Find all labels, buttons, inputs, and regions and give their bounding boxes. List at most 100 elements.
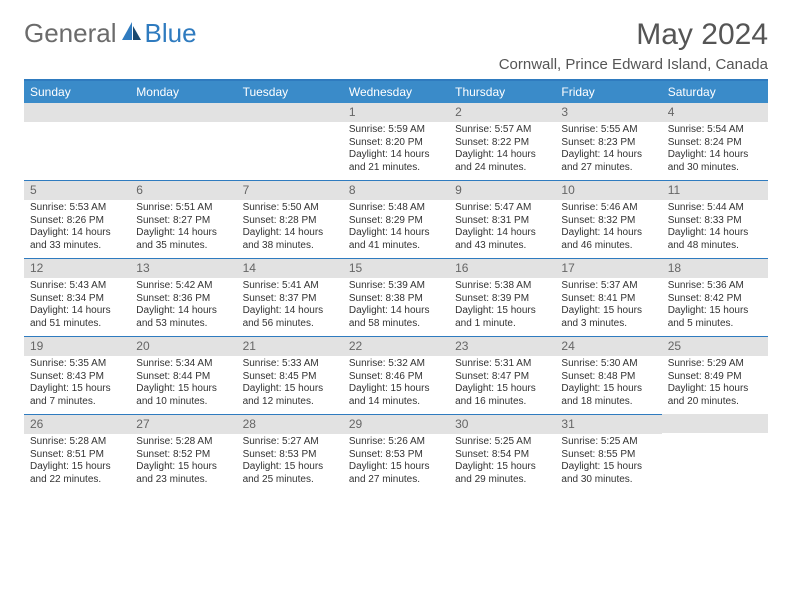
day-line: and 33 minutes. [30,240,124,253]
day-line: Sunset: 8:48 PM [561,371,655,384]
day-line: Sunset: 8:36 PM [136,293,230,306]
day-line: Sunset: 8:39 PM [455,293,549,306]
day-data: Sunrise: 5:26 AMSunset: 8:53 PMDaylight:… [343,434,449,492]
calendar-day: 31Sunrise: 5:25 AMSunset: 8:55 PMDayligh… [555,414,661,492]
calendar-row: 19Sunrise: 5:35 AMSunset: 8:43 PMDayligh… [24,336,768,414]
day-number: 19 [24,336,130,356]
calendar-empty [237,103,343,180]
calendar-empty [24,103,130,180]
day-line: Sunset: 8:20 PM [349,137,443,150]
weekday-header: Monday [130,80,236,103]
day-line: and 3 minutes. [561,318,655,331]
day-line: and 12 minutes. [243,396,337,409]
day-line: Daylight: 15 hours [668,383,762,396]
day-line: Sunset: 8:41 PM [561,293,655,306]
day-line: Daylight: 15 hours [561,305,655,318]
calendar-table: SundayMondayTuesdayWednesdayThursdayFrid… [24,79,768,492]
day-number: 8 [343,180,449,200]
day-line: Sunset: 8:38 PM [349,293,443,306]
day-line: Sunrise: 5:53 AM [30,202,124,215]
day-line: Daylight: 14 hours [136,305,230,318]
day-data: Sunrise: 5:57 AMSunset: 8:22 PMDaylight:… [449,122,555,180]
empty-daynum [237,103,343,122]
day-line: Sunset: 8:33 PM [668,215,762,228]
day-line: and 21 minutes. [349,162,443,175]
header-row: General Blue May 2024 [24,18,768,52]
day-line: and 30 minutes. [668,162,762,175]
day-line: and 38 minutes. [243,240,337,253]
day-data: Sunrise: 5:33 AMSunset: 8:45 PMDaylight:… [237,356,343,414]
day-line: and 41 minutes. [349,240,443,253]
day-data: Sunrise: 5:51 AMSunset: 8:27 PMDaylight:… [130,200,236,258]
day-data: Sunrise: 5:34 AMSunset: 8:44 PMDaylight:… [130,356,236,414]
day-data: Sunrise: 5:25 AMSunset: 8:54 PMDaylight:… [449,434,555,492]
day-data: Sunrise: 5:30 AMSunset: 8:48 PMDaylight:… [555,356,661,414]
day-line: Sunrise: 5:30 AM [561,358,655,371]
calendar-row: 1Sunrise: 5:59 AMSunset: 8:20 PMDaylight… [24,103,768,180]
day-line: and 48 minutes. [668,240,762,253]
day-data: Sunrise: 5:46 AMSunset: 8:32 PMDaylight:… [555,200,661,258]
calendar-day: 30Sunrise: 5:25 AMSunset: 8:54 PMDayligh… [449,414,555,492]
day-line: and 43 minutes. [455,240,549,253]
day-data: Sunrise: 5:27 AMSunset: 8:53 PMDaylight:… [237,434,343,492]
day-line: Sunset: 8:34 PM [30,293,124,306]
day-data: Sunrise: 5:54 AMSunset: 8:24 PMDaylight:… [662,122,768,180]
calendar-day: 8Sunrise: 5:48 AMSunset: 8:29 PMDaylight… [343,180,449,258]
day-data: Sunrise: 5:38 AMSunset: 8:39 PMDaylight:… [449,278,555,336]
day-number: 2 [449,103,555,122]
day-line: Daylight: 14 hours [136,227,230,240]
calendar-day: 25Sunrise: 5:29 AMSunset: 8:49 PMDayligh… [662,336,768,414]
day-number: 24 [555,336,661,356]
day-number: 25 [662,336,768,356]
day-number: 3 [555,103,661,122]
day-number: 7 [237,180,343,200]
day-number: 27 [130,414,236,434]
day-data: Sunrise: 5:53 AMSunset: 8:26 PMDaylight:… [24,200,130,258]
calendar-day: 18Sunrise: 5:36 AMSunset: 8:42 PMDayligh… [662,258,768,336]
day-line: Sunset: 8:47 PM [455,371,549,384]
day-line: Sunrise: 5:48 AM [349,202,443,215]
day-data: Sunrise: 5:37 AMSunset: 8:41 PMDaylight:… [555,278,661,336]
calendar-day: 4Sunrise: 5:54 AMSunset: 8:24 PMDaylight… [662,103,768,180]
weekday-header: Wednesday [343,80,449,103]
day-number: 17 [555,258,661,278]
day-data: Sunrise: 5:36 AMSunset: 8:42 PMDaylight:… [662,278,768,336]
logo-blue: Blue [145,18,197,49]
calendar-day: 19Sunrise: 5:35 AMSunset: 8:43 PMDayligh… [24,336,130,414]
logo-general: General [24,18,117,49]
day-line: and 35 minutes. [136,240,230,253]
day-number: 11 [662,180,768,200]
day-line: Sunset: 8:27 PM [136,215,230,228]
day-line: Sunrise: 5:34 AM [136,358,230,371]
calendar-day: 16Sunrise: 5:38 AMSunset: 8:39 PMDayligh… [449,258,555,336]
day-data: Sunrise: 5:29 AMSunset: 8:49 PMDaylight:… [662,356,768,414]
weekday-header: Friday [555,80,661,103]
day-line: Sunset: 8:49 PM [668,371,762,384]
day-number: 28 [237,414,343,434]
day-number: 30 [449,414,555,434]
calendar-day: 15Sunrise: 5:39 AMSunset: 8:38 PMDayligh… [343,258,449,336]
day-line: Daylight: 15 hours [561,461,655,474]
calendar-day: 11Sunrise: 5:44 AMSunset: 8:33 PMDayligh… [662,180,768,258]
calendar-day: 20Sunrise: 5:34 AMSunset: 8:44 PMDayligh… [130,336,236,414]
day-line: Sunrise: 5:50 AM [243,202,337,215]
day-line: Daylight: 14 hours [243,305,337,318]
day-line: Sunset: 8:31 PM [455,215,549,228]
day-line: Sunrise: 5:27 AM [243,436,337,449]
day-line: and 27 minutes. [349,474,443,487]
day-line: Daylight: 15 hours [243,383,337,396]
day-line: Daylight: 15 hours [349,383,443,396]
day-number: 18 [662,258,768,278]
day-number: 12 [24,258,130,278]
day-line: Sunset: 8:32 PM [561,215,655,228]
day-line: and 5 minutes. [668,318,762,331]
day-line: and 56 minutes. [243,318,337,331]
day-line: Daylight: 14 hours [455,149,549,162]
day-data: Sunrise: 5:28 AMSunset: 8:52 PMDaylight:… [130,434,236,492]
calendar-day: 22Sunrise: 5:32 AMSunset: 8:46 PMDayligh… [343,336,449,414]
day-number: 10 [555,180,661,200]
calendar-day: 9Sunrise: 5:47 AMSunset: 8:31 PMDaylight… [449,180,555,258]
day-line: Sunset: 8:37 PM [243,293,337,306]
day-line: Sunrise: 5:28 AM [30,436,124,449]
day-line: and 29 minutes. [455,474,549,487]
